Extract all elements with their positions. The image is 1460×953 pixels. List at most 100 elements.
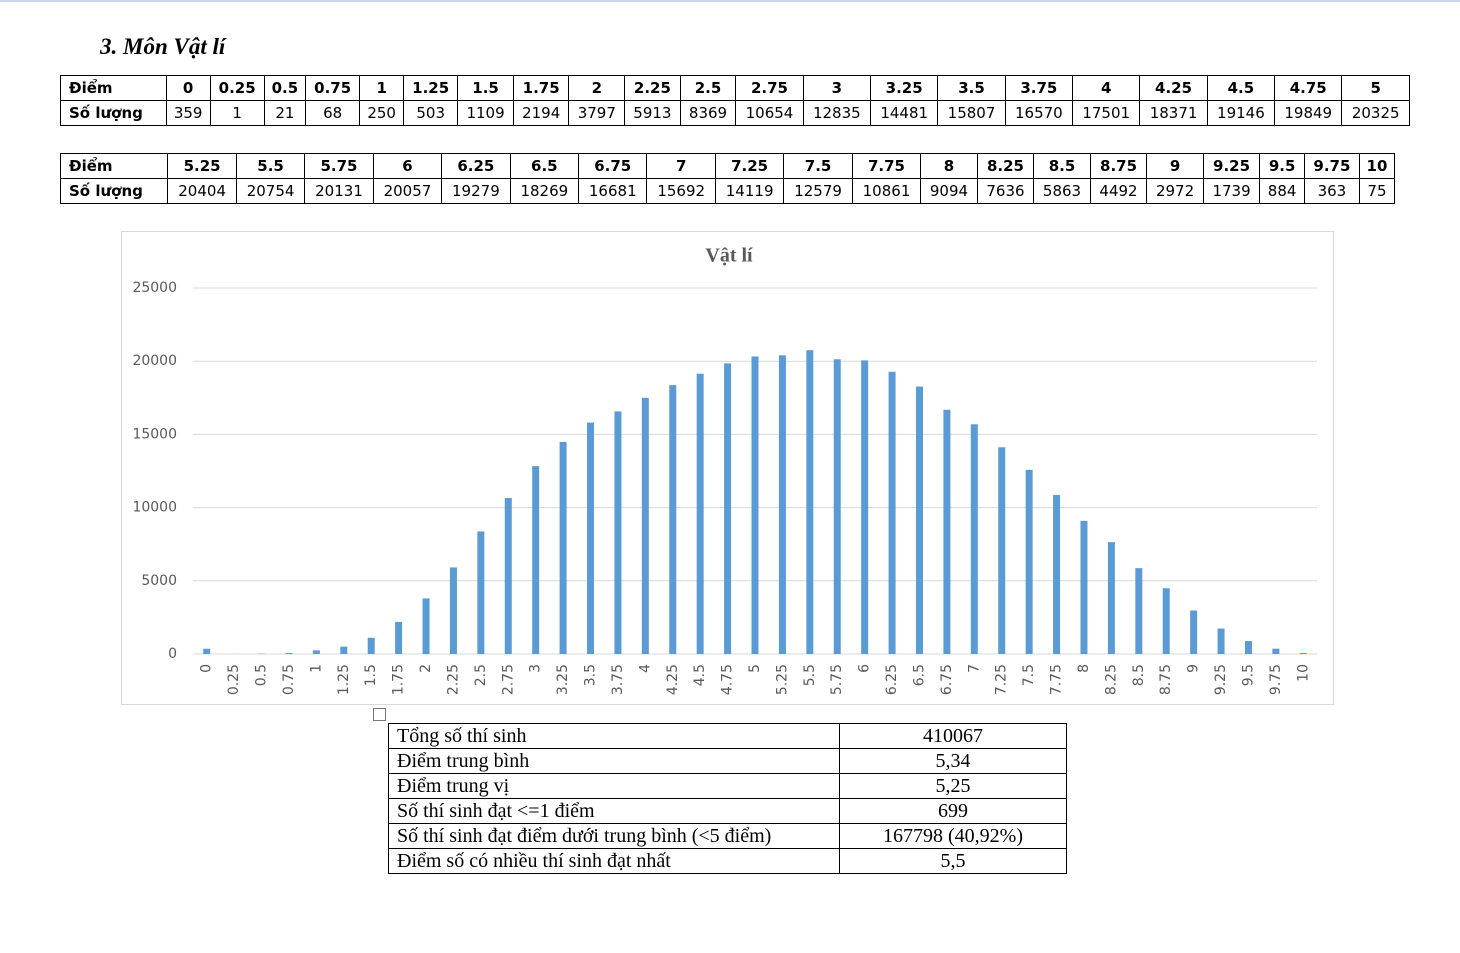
- table-cell: 359: [165, 100, 211, 126]
- table-cell: 7.25: [714, 153, 785, 179]
- bar: [1190, 610, 1198, 654]
- table-cell: 5,25: [839, 773, 1067, 799]
- x-tick-label: 1: [308, 664, 324, 673]
- table-cell: 15692: [646, 178, 716, 204]
- x-tick-label: 5.5: [802, 664, 818, 686]
- x-tick-label: 8.25: [1103, 664, 1119, 695]
- bar: [998, 447, 1006, 654]
- bar: [696, 373, 704, 654]
- table-cell: 2.5: [679, 75, 737, 101]
- table-cell: 2.25: [624, 75, 681, 101]
- bar: [970, 424, 978, 654]
- bar: [915, 386, 923, 654]
- table-cell: 8.75: [1089, 153, 1148, 179]
- y-tick-label: 20000: [132, 353, 177, 369]
- table-cell: 503: [403, 100, 459, 126]
- x-tick-label: 4.25: [665, 664, 681, 695]
- x-tick-label: 0.25: [226, 664, 242, 695]
- table-cell: Điểm số có nhiều thí sinh đạt nhất: [388, 848, 840, 874]
- table-cell: 14481: [869, 100, 939, 126]
- table-cell: 7636: [976, 178, 1035, 204]
- table-cell: 21: [263, 100, 307, 126]
- x-tick-label: 9.25: [1213, 664, 1229, 695]
- table-cell: 5.25: [167, 153, 237, 179]
- table-cell: 2194: [512, 100, 570, 126]
- bar: [422, 598, 430, 654]
- x-tick-label: 7.25: [994, 664, 1010, 695]
- table-cell: 1.5: [457, 75, 514, 101]
- table-cell: 9.75: [1303, 153, 1360, 179]
- table-cell: 9.25: [1202, 153, 1261, 179]
- table-cell: 3: [802, 75, 872, 101]
- bar: [641, 397, 649, 654]
- table-cell: 5863: [1033, 178, 1091, 204]
- table-cell: 1109: [457, 100, 514, 126]
- table-cell: 8369: [679, 100, 737, 126]
- x-tick-label: 4: [637, 664, 653, 673]
- x-tick-label: 8: [1076, 664, 1092, 673]
- table-cell: 1739: [1202, 178, 1261, 204]
- table-cell: 9094: [920, 178, 978, 204]
- table-cell: 14119: [714, 178, 785, 204]
- table-cell: 5: [1341, 75, 1410, 101]
- x-tick-label: 1.25: [336, 664, 352, 695]
- table-cell: 5,5: [839, 848, 1067, 874]
- x-tick-label: 3.5: [583, 664, 599, 686]
- bar: [778, 355, 786, 654]
- bar: [449, 567, 457, 654]
- x-tick-label: 1.5: [363, 664, 379, 686]
- bar: [614, 411, 622, 654]
- x-tick-label: 6.25: [884, 664, 900, 695]
- table-anchor: [373, 708, 386, 721]
- table-cell: 20057: [372, 178, 443, 204]
- table-cell: 9: [1146, 153, 1204, 179]
- table-cell: 18371: [1139, 100, 1208, 126]
- table-cell: 19849: [1274, 100, 1343, 126]
- bar: [806, 350, 814, 654]
- x-tick-label: 2: [418, 664, 434, 673]
- table-cell: 12835: [802, 100, 872, 126]
- table-cell: Điểm trung vị: [388, 773, 840, 799]
- x-tick-label: 6.75: [939, 664, 955, 695]
- table-cell: 5.75: [304, 153, 374, 179]
- table-cell: 3.75: [1004, 75, 1074, 101]
- bar: [285, 653, 293, 654]
- table-row: Tổng số thí sinh 410067: [388, 723, 1067, 749]
- x-tick-label: 7.5: [1021, 664, 1037, 686]
- table-cell: 19279: [441, 178, 511, 204]
- table-cell: 4492: [1089, 178, 1148, 204]
- bar: [312, 650, 320, 654]
- table-cell: 20754: [235, 178, 306, 204]
- table-cell: 8.5: [1033, 153, 1091, 179]
- table-cell: Điểm: [60, 75, 167, 101]
- bar: [1025, 469, 1033, 654]
- x-tick-label: 4.5: [692, 664, 708, 686]
- table-cell: 16570: [1004, 100, 1074, 126]
- table-cell: 68: [305, 100, 361, 126]
- table-cell: Điểm trung bình: [388, 748, 840, 774]
- x-tick-label: 1.75: [391, 664, 407, 695]
- table-cell: 2972: [1146, 178, 1204, 204]
- table-cell: 20131: [304, 178, 374, 204]
- table-cell: 7: [646, 153, 716, 179]
- x-tick-label: 0.75: [281, 664, 297, 695]
- bar: [943, 409, 951, 654]
- y-tick-label: 0: [168, 646, 177, 662]
- bar: [724, 363, 732, 654]
- bar: [1162, 588, 1170, 654]
- table-cell: 2: [568, 75, 626, 101]
- table-cell: 6.25: [441, 153, 511, 179]
- bar: [367, 637, 375, 654]
- table-cell: 4.75: [1274, 75, 1343, 101]
- table-cell: 3.25: [869, 75, 939, 101]
- x-tick-label: 0.5: [254, 664, 270, 686]
- table-cell: 1: [209, 100, 265, 126]
- x-tick-label: 3.25: [555, 664, 571, 695]
- top-rule: [0, 0, 1460, 2]
- x-tick-label: 8.5: [1131, 664, 1147, 686]
- bar: [1053, 494, 1061, 654]
- bar: [669, 385, 677, 654]
- table-cell: Số thí sinh đạt điểm dưới trung bình (<5…: [388, 823, 840, 849]
- table-cell: 4: [1072, 75, 1141, 101]
- table-cell: Điểm: [59, 153, 169, 179]
